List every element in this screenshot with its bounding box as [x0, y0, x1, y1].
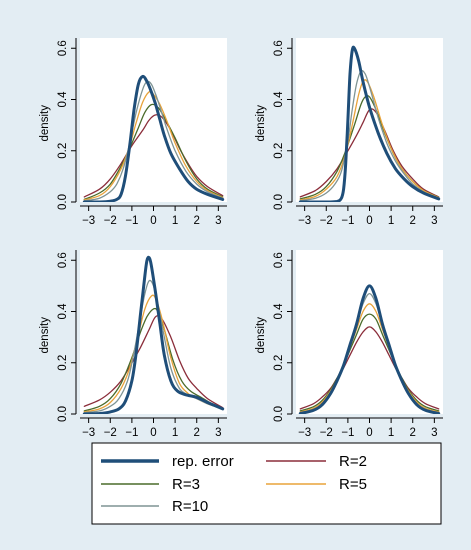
x-tick-label-tl-3: 0 [150, 215, 156, 227]
y-tick-label-tr-1: 0.2 [273, 143, 285, 159]
x-tick-label-br-0: −3 [298, 427, 311, 439]
x-tick-label-bl-4: 1 [172, 427, 178, 439]
x-tick-label-tr-3: 0 [366, 215, 372, 227]
y-tick-label-tl-0: 0.0 [57, 194, 69, 210]
series-line-r-2-bl [83, 315, 224, 409]
x-tick-label-tl-2: −1 [125, 215, 138, 227]
y-tick-label-tl-2: 0.4 [57, 91, 69, 108]
x-tick-label-tr-2: −1 [341, 215, 354, 227]
x-tick-label-bl-0: −3 [82, 427, 95, 439]
plot-area-tl [80, 38, 227, 202]
y-tick-label-tl-1: 0.2 [57, 143, 69, 159]
series-line-r-3-bl [83, 307, 224, 412]
series-line-r-10-tl [83, 80, 224, 202]
series-line-r-10-tr [299, 69, 440, 202]
x-tick-label-tr-5: 2 [410, 215, 416, 227]
x-tick-label-br-2: −1 [341, 427, 354, 439]
plot-area-br [296, 250, 443, 414]
x-tick-label-tr-0: −3 [298, 215, 311, 227]
y-axis-label-br: density [255, 317, 267, 354]
x-tick-label-bl-6: 3 [215, 427, 221, 439]
legend-label-r10: R=10 [172, 498, 208, 515]
series-line-rep-error-tl [82, 74, 225, 202]
x-tick-label-br-6: 3 [431, 427, 437, 439]
series-line-r-2-tl [83, 114, 224, 198]
series-line-r-3-tl [83, 103, 224, 201]
x-tick-label-tl-0: −3 [82, 215, 95, 227]
y-axis-label-tl: density [39, 105, 51, 142]
y-tick-label-bl-3: 0.6 [57, 252, 69, 268]
x-tick-label-bl-3: 0 [150, 427, 156, 439]
x-tick-label-tl-4: 1 [172, 215, 178, 227]
legend-label-r3: R=3 [172, 476, 200, 493]
y-axis-label-bl: density [39, 317, 51, 354]
x-tick-label-tr-6: 3 [431, 215, 437, 227]
x-tick-label-br-3: 0 [366, 427, 372, 439]
x-tick-label-bl-2: −1 [125, 427, 138, 439]
y-tick-label-tl-3: 0.6 [57, 40, 69, 56]
y-tick-label-br-1: 0.2 [273, 355, 285, 371]
y-tick-label-bl-0: 0.0 [57, 406, 69, 422]
series-line-r-5-tr [299, 79, 440, 201]
y-tick-label-bl-1: 0.2 [57, 355, 69, 371]
x-tick-label-tr-4: 1 [388, 215, 394, 227]
x-tick-label-bl-5: 2 [194, 427, 200, 439]
y-tick-label-tr-2: 0.4 [273, 91, 285, 108]
x-tick-label-br-5: 2 [410, 427, 416, 439]
series-line-rep-error-br [298, 284, 441, 414]
panel-top-right: 0.0 0.2 0.4 0.6 density −3 −2 −1 0 1 2 3 [255, 38, 443, 227]
y-axis-label-tr: density [255, 105, 267, 142]
x-tick-label-bl-1: −2 [104, 427, 117, 439]
legend-label-r2: R=2 [339, 453, 367, 470]
y-tick-label-tr-0: 0.0 [273, 194, 285, 210]
x-tick-label-tr-1: −2 [320, 215, 333, 227]
legend: rep. error R=2 R=3 R=5 R=10 [91, 442, 442, 525]
panel-bottom-left: 0.0 0.2 0.4 0.6 density −3 −2 −1 0 1 2 3 [39, 250, 227, 439]
x-tick-label-br-1: −2 [320, 427, 333, 439]
y-tick-label-br-3: 0.6 [273, 252, 285, 268]
x-tick-label-tl-5: 2 [194, 215, 200, 227]
series-line-r-3-br [299, 313, 440, 412]
series-line-rep-error-bl [82, 255, 225, 414]
y-tick-label-br-2: 0.4 [273, 303, 285, 320]
panel-top-left: 0.0 0.2 0.4 0.6 density −3 −2 −1 0 1 2 3 [39, 38, 227, 227]
x-tick-label-tl-6: 3 [215, 215, 221, 227]
x-tick-label-br-4: 1 [388, 427, 394, 439]
panel-bottom-right: 0.0 0.2 0.4 0.6 density −3 −2 −1 0 1 2 3 [255, 250, 443, 439]
series-line-r-2-br [299, 326, 440, 410]
x-tick-label-tl-1: −2 [104, 215, 117, 227]
y-tick-label-tr-3: 0.6 [273, 40, 285, 56]
y-tick-label-br-0: 0.0 [273, 406, 285, 422]
y-tick-label-bl-2: 0.4 [57, 303, 69, 320]
legend-label-r5: R=5 [339, 476, 367, 493]
legend-label-rep-error: rep. error [172, 453, 234, 470]
series-line-rep-error-tr [298, 45, 441, 202]
plot-area-tr [296, 38, 443, 202]
